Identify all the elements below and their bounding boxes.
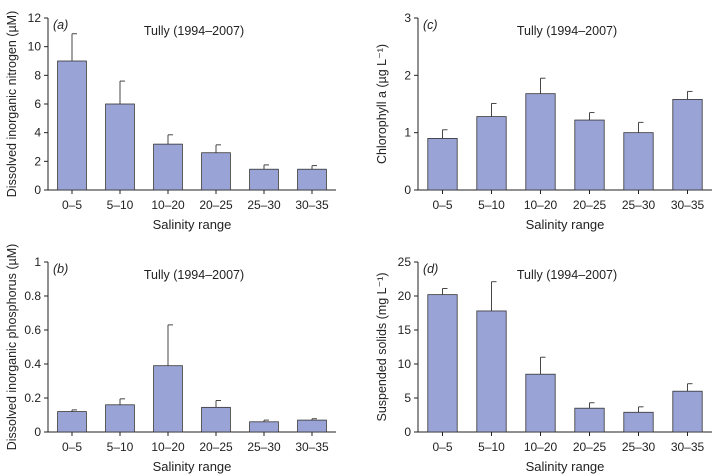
y-tick-label: 2 <box>34 154 41 168</box>
y-tick-label: 5 <box>404 391 411 405</box>
bar <box>574 119 605 191</box>
y-tick-label: 10 <box>398 357 412 371</box>
x-tick-label: 10–20 <box>524 198 558 212</box>
chart-panel: 0 2 4 6 8 10 12 0–5 5–10 10–20 20–25 25–30 30–35 Sali… <box>5 11 336 232</box>
bar <box>249 168 279 191</box>
y-tick-label: 0.4 <box>24 357 41 371</box>
y-tick-label: 0 <box>404 425 411 439</box>
chart-panel: 0 0.2 0.4 0.6 0.8 1 0–5 5–10 10–20 20–25 25–30 30–3… <box>5 244 336 474</box>
y-tick-label: 0 <box>404 183 411 197</box>
x-axis-label: Salinity range <box>526 459 605 474</box>
y-tick-label: 4 <box>34 126 41 140</box>
bar <box>623 411 654 433</box>
y-axis-label: Dissolved inorganic nitrogen (µM) <box>5 11 19 197</box>
bar <box>249 421 279 433</box>
bar <box>672 390 703 433</box>
y-axis-label: Chlorophyll a (µg L⁻¹) <box>375 44 389 164</box>
x-tick-label: 25–30 <box>247 198 281 212</box>
y-tick-label: 15 <box>398 323 412 337</box>
chart-panel: 0 1 2 3 0–5 5–10 10–20 20–25 25–30 30–35 Salinity … <box>375 11 712 232</box>
x-tick-label: 30–35 <box>295 440 329 454</box>
bar <box>525 93 556 191</box>
x-tick-label: 30–35 <box>671 198 705 212</box>
y-tick-label: 1 <box>34 255 41 269</box>
y-axis-label: Dissolved inorganic phosphorus (µM) <box>5 244 19 451</box>
chart-panel: 0 5 10 15 20 25 0–5 5–10 10–20 20–25 25–30 30–35 Sal… <box>375 255 712 474</box>
y-tick-label: 0.6 <box>24 323 41 337</box>
y-tick-label: 3 <box>404 11 411 25</box>
bar <box>105 404 135 433</box>
y-tick-label: 0 <box>34 183 41 197</box>
bar <box>574 407 605 433</box>
bar <box>672 99 703 191</box>
y-tick-label: 0 <box>34 425 41 439</box>
chart-title: Tully (1994–2007) <box>517 268 617 282</box>
x-tick-label: 0–5 <box>432 440 452 454</box>
x-tick-label: 25–30 <box>622 440 656 454</box>
bar <box>623 132 654 191</box>
x-tick-label: 5–10 <box>107 440 134 454</box>
chart-title: Tully (1994–2007) <box>144 24 244 38</box>
y-axis-label: Suspended solids (mg L⁻¹) <box>375 272 389 421</box>
bar <box>153 143 183 191</box>
x-tick-label: 20–25 <box>573 198 607 212</box>
bar <box>297 168 327 191</box>
x-tick-label: 5–10 <box>107 198 134 212</box>
x-tick-label: 5–10 <box>478 198 505 212</box>
x-tick-label: 0–5 <box>62 198 82 212</box>
bar <box>105 103 135 191</box>
bar <box>427 294 458 433</box>
x-tick-label: 5–10 <box>478 440 505 454</box>
x-axis-label: Salinity range <box>153 459 232 474</box>
panel-label: (b) <box>53 262 68 276</box>
bar <box>201 406 231 433</box>
x-tick-label: 20–25 <box>199 440 233 454</box>
y-tick-label: 8 <box>34 68 41 82</box>
x-tick-label: 25–30 <box>622 198 656 212</box>
x-axis-label: Salinity range <box>526 217 605 232</box>
y-tick-label: 10 <box>28 40 42 54</box>
bar <box>201 152 231 191</box>
bar <box>57 60 87 191</box>
bar <box>476 310 507 433</box>
y-tick-label: 12 <box>28 11 42 25</box>
y-tick-label: 20 <box>398 289 412 303</box>
bar <box>525 373 556 433</box>
bar <box>57 411 87 433</box>
y-tick-label: 25 <box>398 255 412 269</box>
x-tick-label: 30–35 <box>671 440 705 454</box>
x-tick-label: 0–5 <box>62 440 82 454</box>
x-tick-label: 10–20 <box>151 440 185 454</box>
y-tick-label: 0.2 <box>24 391 41 405</box>
panel-label: (a) <box>53 18 68 32</box>
y-tick-label: 0.8 <box>24 289 41 303</box>
chart-title: Tully (1994–2007) <box>144 268 244 282</box>
panel-label: (d) <box>423 262 438 276</box>
bar <box>427 137 458 191</box>
panel-label: (c) <box>423 18 438 32</box>
x-tick-label: 10–20 <box>151 198 185 212</box>
x-tick-label: 30–35 <box>295 198 329 212</box>
bar <box>297 419 327 433</box>
bar <box>476 116 507 191</box>
y-tick-label: 6 <box>34 97 41 111</box>
x-tick-label: 25–30 <box>247 440 281 454</box>
y-tick-label: 2 <box>404 68 411 82</box>
x-tick-label: 10–20 <box>524 440 558 454</box>
y-tick-label: 1 <box>404 126 411 140</box>
x-tick-label: 20–25 <box>199 198 233 212</box>
bar <box>153 365 183 433</box>
chart-title: Tully (1994–2007) <box>517 24 617 38</box>
x-tick-label: 0–5 <box>432 198 452 212</box>
x-tick-label: 20–25 <box>573 440 607 454</box>
x-axis-label: Salinity range <box>153 217 232 232</box>
